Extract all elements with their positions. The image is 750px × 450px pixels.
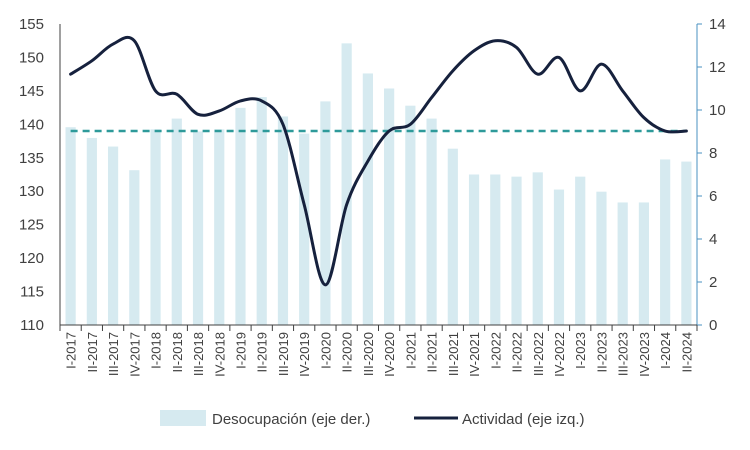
y-tick-label-right: 0 — [709, 317, 717, 334]
x-tick-label: IV-2023 — [637, 332, 652, 377]
y-tick-label-left: 120 — [19, 250, 44, 267]
bar — [553, 189, 565, 325]
bar — [341, 43, 352, 325]
bar — [129, 170, 140, 325]
bar — [596, 191, 607, 325]
bar — [256, 97, 267, 325]
bar — [405, 105, 416, 325]
bar — [171, 118, 182, 325]
y-tick-label-right: 4 — [709, 231, 717, 248]
x-tick-label: II-2021 — [425, 332, 440, 372]
bar — [65, 127, 76, 325]
x-tick-label: II-2018 — [170, 332, 185, 372]
bar — [384, 88, 395, 325]
legend-label-desocupacion: Desocupación (eje der.) — [212, 411, 370, 428]
y-tick-label-right: 12 — [709, 59, 726, 76]
y-tick-label-right: 14 — [709, 16, 726, 33]
y-tick-label-right: 6 — [709, 188, 717, 205]
x-tick-label: I-2019 — [233, 332, 248, 369]
x-tick-label: IV-2018 — [212, 332, 227, 377]
x-tick-label: I-2023 — [573, 332, 588, 369]
y-tick-label-left: 145 — [19, 83, 44, 100]
bar-series-desocupacion — [65, 43, 692, 326]
line-series-actividad — [69, 35, 688, 287]
x-tick-label: III-2017 — [106, 332, 121, 376]
y-tick-label-left: 125 — [19, 217, 44, 234]
y-tick-label-left: 135 — [19, 150, 44, 167]
bar — [107, 146, 119, 325]
y-tick-label-left: 155 — [19, 16, 44, 33]
bar — [426, 118, 437, 325]
x-tick-label: I-2017 — [64, 332, 79, 369]
bar — [617, 202, 628, 325]
x-tick-label: II-2017 — [85, 332, 100, 372]
bar — [681, 161, 692, 325]
x-tick-label: I-2022 — [488, 332, 503, 369]
bar — [192, 131, 204, 325]
y-tick-label-left: 115 — [20, 284, 44, 301]
bar — [150, 129, 161, 325]
bar — [86, 137, 97, 325]
legend-label-actividad: Actividad (eje izq.) — [462, 411, 585, 428]
x-tick-label: II-2023 — [594, 332, 609, 372]
bar — [490, 174, 501, 325]
bar — [511, 176, 522, 325]
y-tick-label-right: 10 — [709, 102, 726, 119]
y-tick-label-left: 110 — [20, 317, 44, 334]
x-tick-label: III-2018 — [191, 332, 206, 376]
x-tick-label: III-2023 — [616, 332, 631, 376]
y-tick-label-left: 140 — [19, 116, 44, 133]
x-tick-label: I-2020 — [318, 332, 333, 369]
x-tick-label: III-2019 — [276, 332, 291, 376]
y-tick-label-left: 150 — [19, 49, 44, 66]
x-tick-label: I-2021 — [403, 332, 418, 369]
x-tick-label: IV-2019 — [297, 332, 312, 377]
x-tick-label: II-2022 — [510, 332, 525, 372]
bar — [638, 202, 650, 325]
bar — [299, 133, 310, 325]
y-tick-label-right: 8 — [709, 145, 717, 162]
bar — [320, 101, 331, 326]
x-tick-label: III-2021 — [446, 332, 461, 376]
axes: 110 115 120 125 130 135 140 145 150 155 0 2 4 6 8 10 12 1… — [19, 16, 726, 377]
x-tick-label: II-2020 — [340, 332, 355, 372]
x-tick-label: II-2024 — [679, 332, 694, 372]
bar — [214, 129, 225, 325]
bar — [532, 172, 543, 325]
y-tick-label-left: 130 — [19, 183, 44, 200]
legend: Desocupación (eje der.) Actividad (eje i… — [160, 410, 585, 428]
x-tick-label: I-2024 — [658, 332, 673, 369]
x-tick-label: II-2019 — [255, 332, 270, 372]
bar — [660, 159, 671, 325]
x-tick-label: I-2018 — [149, 332, 164, 369]
x-tick-label: IV-2022 — [552, 332, 567, 377]
x-tick-label: IV-2020 — [382, 332, 397, 377]
x-tick-label: III-2020 — [361, 332, 376, 376]
x-tick-label: III-2022 — [531, 332, 546, 376]
bar — [468, 174, 480, 325]
x-tick-label: IV-2017 — [127, 332, 142, 377]
legend-swatch-desocupacion — [160, 410, 206, 426]
bar — [277, 116, 289, 325]
bar — [447, 148, 458, 325]
x-tick-label: IV-2021 — [467, 332, 482, 377]
bar — [575, 176, 586, 325]
bar — [235, 107, 246, 325]
y-tick-label-right: 2 — [709, 274, 717, 291]
line-path — [69, 35, 688, 287]
bar — [362, 73, 373, 325]
